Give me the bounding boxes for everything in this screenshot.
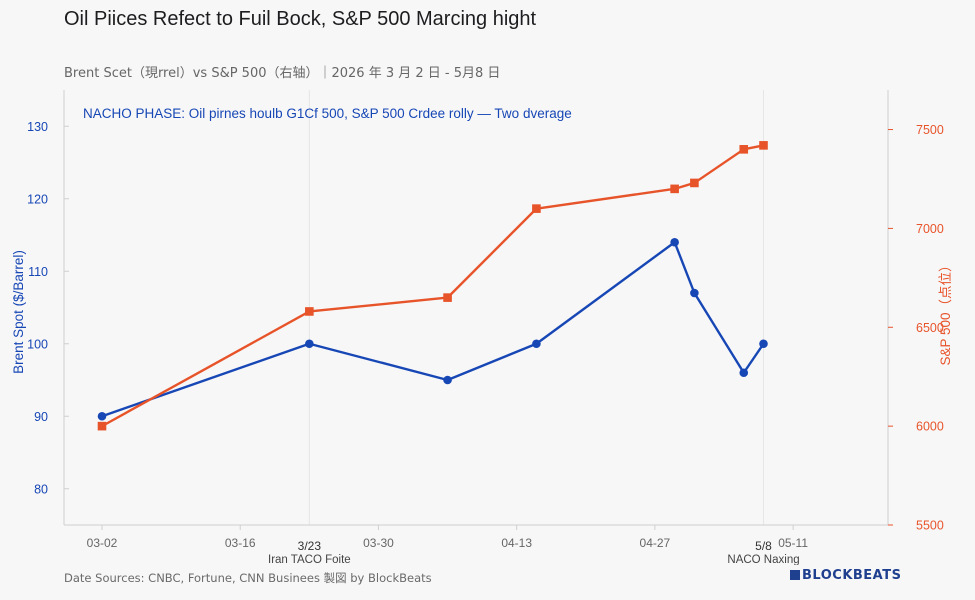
- event-caption: Iran TACO Foite: [268, 554, 351, 565]
- label-layer: 80 90 100 110 120 130 5500 6000 6500 7000 7500 Bren…: [11, 120, 953, 565]
- oil-data-point: [690, 288, 699, 298]
- left-axis-title: Brent Spot ($/Barrel): [11, 250, 26, 374]
- spx-data-point: [759, 141, 768, 150]
- event-date-label: 5/8: [755, 539, 772, 553]
- spx-data-point: [670, 184, 679, 194]
- brand-logo: BLOCKBEATS: [790, 568, 901, 583]
- chart-subtitle: Brent Scet（現rrel）vs S&P 500（右轴）｜2026 年 3…: [64, 66, 501, 81]
- x-tick-label: 03-16: [225, 536, 256, 550]
- brand-mark-icon: [790, 570, 800, 580]
- oil-data-point: [739, 368, 749, 378]
- oil-data-point: [305, 339, 314, 349]
- spx-data-point: [532, 204, 541, 213]
- right-tick-label: 5500: [916, 519, 944, 533]
- x-tick-label: 03-30: [363, 536, 394, 550]
- oil-series-line: [101, 241, 765, 418]
- event-caption: NACO Naxing: [727, 554, 799, 565]
- spx-data-point: [690, 178, 699, 188]
- spx-data-point: [305, 307, 314, 316]
- spx-data-point: [97, 421, 107, 431]
- right-tick-label: 7500: [916, 123, 944, 137]
- oil-data-point: [670, 237, 679, 247]
- brand-name: BLOCKBEATS: [802, 568, 902, 583]
- right-tick-label: 7000: [916, 222, 944, 236]
- spx-data-point: [443, 293, 452, 302]
- spx-series-line: [101, 144, 764, 428]
- x-tick-label: 04-13: [501, 536, 532, 550]
- left-tick-label: 90: [34, 410, 48, 424]
- left-tick-label: 100: [27, 337, 48, 351]
- chart-title: Oil Piices Refect to Fuil Bock, S&P 500 …: [64, 8, 537, 30]
- x-tick-label: 04-27: [640, 536, 671, 550]
- oil-data-point: [97, 411, 107, 421]
- left-tick-label: 80: [34, 482, 48, 496]
- x-tick-label: 05-11: [778, 536, 808, 550]
- spx-data-point: [739, 145, 749, 154]
- chart-annotation: NACHO PHASE: Oil pirnes houlb G1Cf 500, …: [83, 106, 572, 121]
- oil-data-point: [759, 339, 768, 349]
- right-tick-label: 6000: [916, 420, 944, 434]
- data-source-note: Date Sources: CNBC, Fortune, CNN Businee…: [64, 571, 432, 585]
- left-tick-label: 110: [28, 265, 48, 279]
- left-tick-label: 120: [27, 192, 48, 206]
- oil-data-point: [532, 339, 541, 349]
- left-tick-label: 130: [27, 120, 48, 134]
- x-tick-label: 03-02: [87, 536, 118, 550]
- axes-layer: [63, 90, 893, 530]
- chart-canvas: 80 90 100 110 120 130 5500 6000 6500 7000 7500 Bren…: [11, 90, 953, 565]
- series-layer: [97, 141, 768, 431]
- grid-layer: [308, 90, 764, 525]
- right-tick-label: 6500: [916, 321, 944, 335]
- oil-data-point: [443, 375, 452, 385]
- right-axis-title: S&P 500（点位）: [938, 258, 953, 365]
- event-date-label: 3/23: [298, 539, 322, 553]
